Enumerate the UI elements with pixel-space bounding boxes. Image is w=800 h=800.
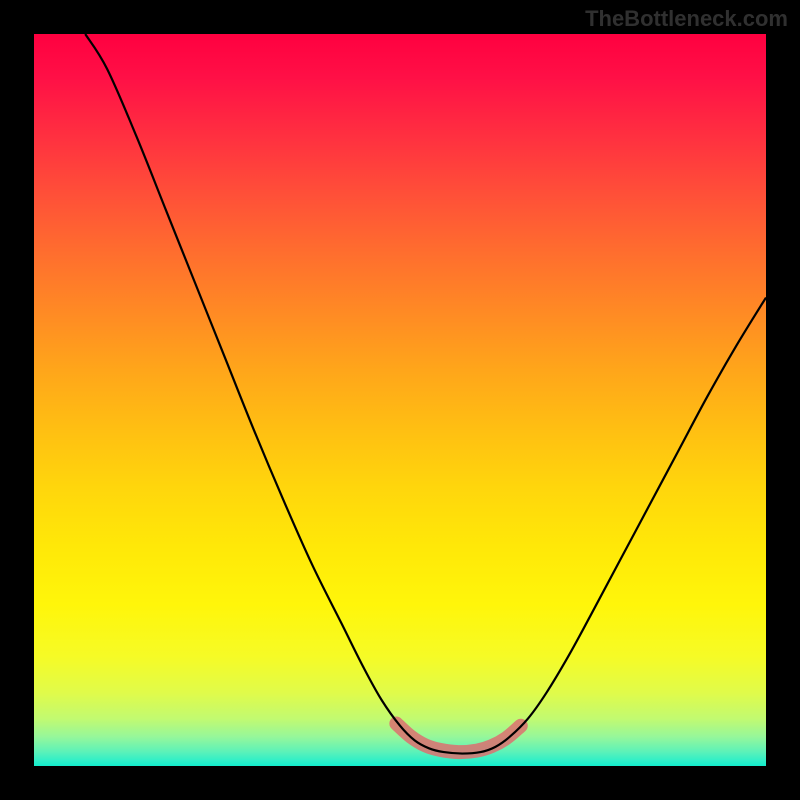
bottleneck-chart: TheBottleneck.com — [0, 0, 800, 800]
plot-area — [34, 34, 766, 766]
valley-highlight — [396, 724, 520, 753]
chart-svg — [34, 34, 766, 766]
bottleneck-curve — [85, 34, 766, 754]
watermark-text: TheBottleneck.com — [585, 6, 788, 32]
